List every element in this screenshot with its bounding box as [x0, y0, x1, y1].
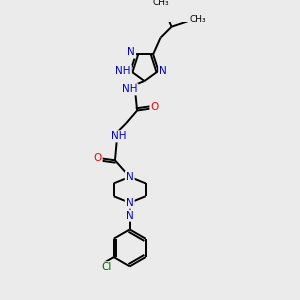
- Text: CH₃: CH₃: [152, 0, 169, 7]
- Text: O: O: [151, 102, 159, 112]
- Text: N: N: [159, 66, 167, 76]
- Text: NH: NH: [115, 66, 131, 76]
- Text: N: N: [126, 172, 134, 182]
- Text: N: N: [126, 211, 134, 220]
- Text: O: O: [93, 152, 102, 163]
- Text: NH: NH: [122, 84, 137, 94]
- Text: N: N: [127, 47, 135, 58]
- Text: Cl: Cl: [101, 262, 111, 272]
- Text: N: N: [126, 198, 134, 208]
- Text: NH: NH: [111, 131, 126, 141]
- Text: CH₃: CH₃: [189, 15, 206, 24]
